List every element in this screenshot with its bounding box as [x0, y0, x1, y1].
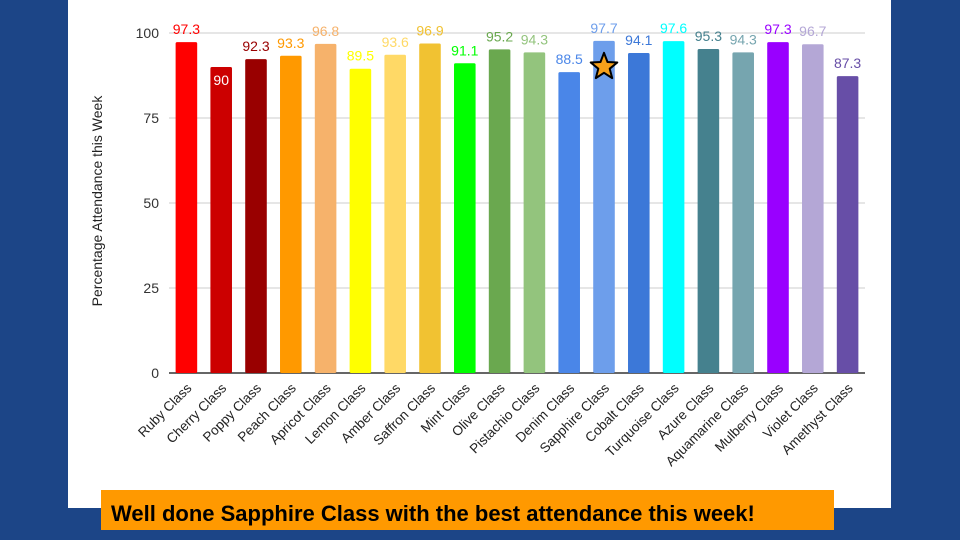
data-label: 97.6 [660, 20, 687, 36]
data-label: 94.1 [625, 32, 652, 48]
chart-panel: 97.3 90 92.3 93.3 96.8 89.5 93.6 96.9 91.1 95.2 94… [68, 0, 891, 508]
grid-lines [169, 32, 865, 374]
data-label: 89.5 [347, 48, 374, 64]
bar [628, 53, 650, 374]
bar [767, 42, 789, 374]
bar [523, 52, 546, 373]
bar [593, 40, 615, 373]
bar [210, 67, 232, 373]
bar [314, 43, 337, 373]
bar [419, 43, 441, 373]
data-label: 93.6 [382, 34, 409, 50]
bar [454, 63, 476, 373]
y-tick-label: 25 [143, 280, 159, 296]
data-label: 96.8 [312, 23, 339, 39]
data-label: 96.7 [799, 23, 826, 39]
bar [836, 76, 859, 374]
data-label: 92.3 [242, 38, 269, 54]
bar [697, 48, 720, 373]
data-label: 91.1 [451, 42, 478, 58]
bar [802, 44, 824, 373]
y-tick-label: 0 [151, 365, 159, 381]
data-label: 94.3 [521, 31, 548, 47]
data-label: 97.3 [173, 21, 200, 37]
y-tick-label: 50 [143, 195, 159, 211]
data-label: 93.3 [277, 35, 304, 51]
y-tick-label: 75 [143, 110, 159, 126]
bar [280, 55, 302, 373]
data-label: 87.3 [834, 55, 861, 71]
bars: 97.3 90 92.3 93.3 96.8 89.5 93.6 96.9 91.1 95.2 94… [173, 20, 861, 374]
data-label: 88.5 [556, 51, 583, 67]
bar [384, 54, 406, 373]
data-label: 97.3 [764, 21, 791, 37]
bar [558, 72, 580, 373]
y-axis-label: Percentage Attendance this Week [89, 95, 105, 307]
y-tick-label: 100 [136, 25, 160, 41]
bar [488, 49, 511, 373]
bar [732, 52, 754, 373]
star-icon [589, 51, 619, 80]
bar-chart: 97.3 90 92.3 93.3 96.8 89.5 93.6 96.9 91.1 95.2 94… [89, 20, 865, 469]
data-label: 95.3 [695, 28, 722, 44]
data-label: 96.9 [416, 23, 443, 39]
data-label: 90 [213, 72, 229, 88]
bar [349, 68, 372, 373]
data-label: 94.3 [730, 31, 757, 47]
bar [175, 42, 198, 374]
bar [245, 59, 267, 374]
banner-message: Well done Sapphire Class with the best a… [101, 490, 834, 530]
data-label: 95.2 [486, 28, 513, 44]
bar [662, 41, 685, 373]
data-label: 97.7 [590, 20, 617, 36]
